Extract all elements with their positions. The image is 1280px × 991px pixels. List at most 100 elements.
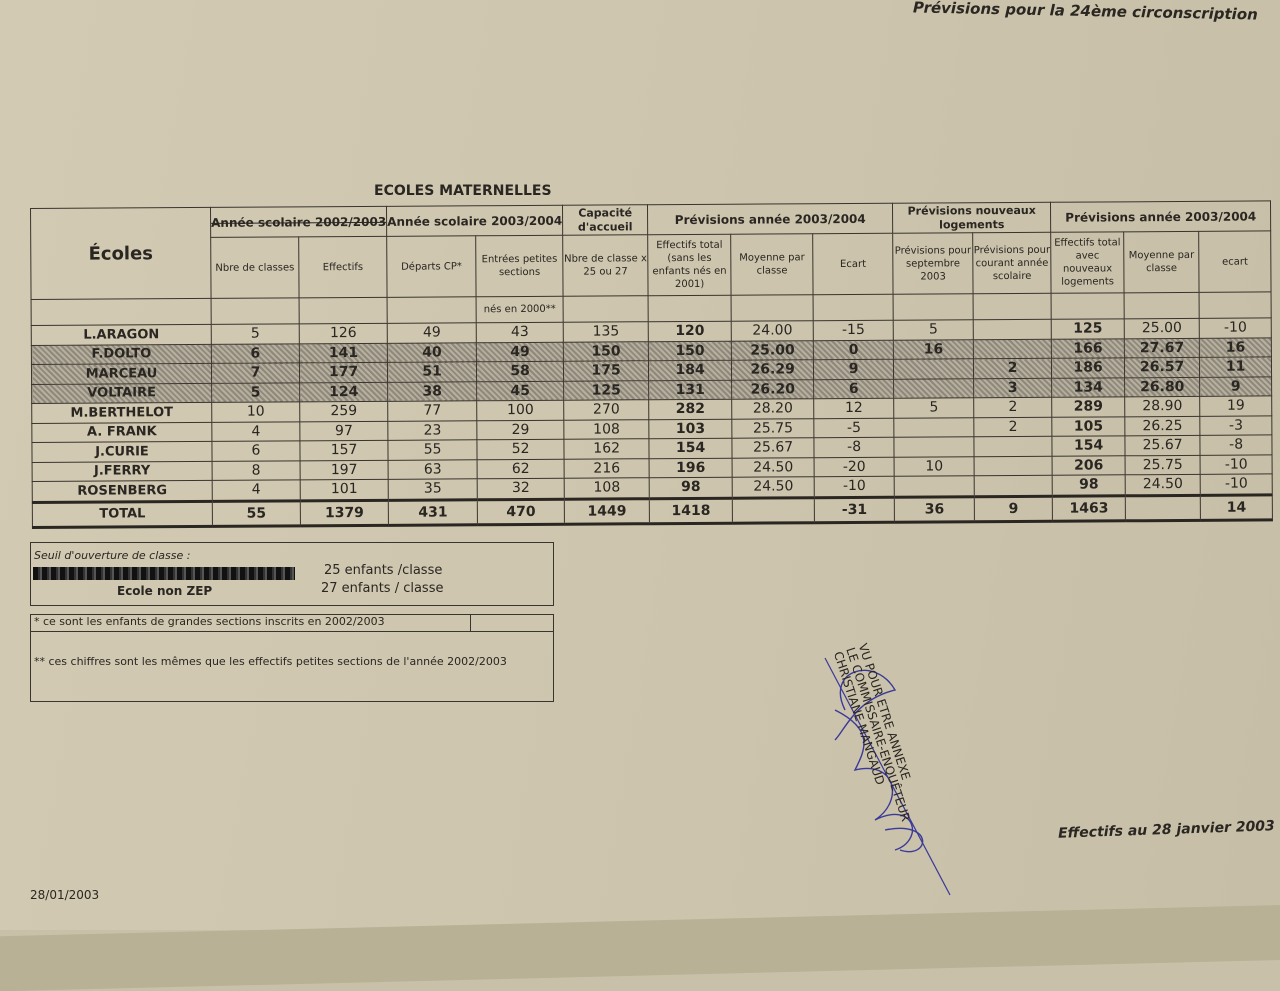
table-cell: 120 (648, 321, 732, 342)
table-cell: 282 (648, 399, 732, 420)
table-cell: 58 (476, 361, 564, 382)
table-cell: 24.50 (1125, 474, 1201, 496)
redacted-zep-label (33, 567, 295, 580)
table-cell: 5 (211, 323, 300, 344)
table-cell: 270 (563, 399, 649, 420)
signature (824, 657, 951, 896)
subheader-cell: ecart (1198, 230, 1272, 293)
table-cell: -8 (1200, 434, 1273, 455)
table-cell: 2 (973, 397, 1052, 418)
table-cell: 38 (387, 381, 477, 402)
table-cell: 6 (211, 440, 301, 461)
table-cell: 55 (212, 500, 301, 526)
table-cell: 7 (211, 362, 300, 383)
school-name: MARCEAU (31, 363, 212, 384)
subheader-cell: Départs CP* (386, 235, 477, 298)
empty-cell (731, 294, 814, 322)
table-cell: 35 (388, 478, 478, 500)
table-cell: 51 (387, 361, 477, 382)
table-cell (973, 319, 1052, 340)
table-cell: 26.80 (1124, 376, 1200, 397)
table-cell: 157 (299, 440, 389, 461)
empty-cell (893, 293, 974, 321)
table-cell: 108 (564, 477, 650, 499)
table-cell: 1379 (300, 499, 389, 526)
note-2: ** ces chiffres sont les mêmes que les e… (34, 655, 507, 668)
table-cell (974, 475, 1053, 497)
school-name: J.CURIE (31, 441, 213, 462)
empty-cell (813, 294, 894, 321)
table-cell: 125 (563, 380, 649, 401)
table-cell: 9 (1199, 376, 1272, 397)
table-cell: 28.90 (1124, 396, 1200, 417)
table-cell: 28.20 (731, 398, 814, 419)
table-cell: 10 (211, 401, 300, 422)
table-cell: 23 (387, 420, 478, 441)
table-cell: 5 (211, 382, 300, 403)
empty-cell (648, 295, 732, 322)
table-cell: 1449 (564, 498, 650, 524)
table-cell: 25.67 (1125, 435, 1201, 456)
table-cell: -5 (813, 417, 895, 438)
table-cell: 9 (974, 495, 1053, 522)
table-cell: -10 (1200, 454, 1273, 475)
empty-cell (563, 295, 649, 323)
table-cell: 25.75 (731, 418, 815, 439)
subheader-cell: Moyenne par classe (730, 233, 814, 296)
table-cell: 36 (894, 496, 975, 522)
subheader-cell: Effectifs (298, 236, 388, 298)
table-cell: 6 (211, 343, 300, 364)
table-cell: 184 (648, 360, 732, 381)
table-cell: 2 (973, 358, 1052, 379)
document-page (0, 0, 1280, 930)
table-cell: 10 (894, 456, 975, 477)
empty-cell (299, 297, 388, 324)
table-cell: 5 (893, 397, 974, 418)
table-cell: 134 (1051, 377, 1125, 398)
table-cell: 206 (1052, 455, 1126, 476)
empty-cell (1124, 292, 1200, 319)
table-cell: 27.67 (1124, 337, 1200, 358)
zep-value: 25 enfants /classe (324, 563, 443, 578)
notes-box: * ce sont les enfants de grandes section… (30, 614, 554, 702)
table-cell (893, 358, 974, 379)
table-cell (974, 436, 1053, 457)
table-cell: 32 (477, 478, 565, 500)
table-cell: 431 (388, 499, 478, 525)
table-cell: 1463 (1052, 495, 1126, 521)
nes-label: nés en 2000** (476, 296, 564, 323)
table-cell: 154 (1052, 435, 1126, 456)
school-name: M.BERTHELOT (31, 402, 212, 423)
subheader-cell: Effectifs total (sans les enfants nés en… (647, 234, 732, 296)
table-cell: 26.29 (731, 359, 814, 380)
non-zep-value: 27 enfants / classe (321, 581, 444, 596)
empty-cell (31, 298, 212, 326)
table-cell (894, 475, 975, 497)
table-cell: 2 (973, 416, 1053, 437)
seuil-box: Seuil d'ouverture de classe : 25 enfants… (30, 542, 554, 606)
table-cell: 40 (387, 342, 477, 363)
table-cell: 4 (211, 421, 300, 442)
table-cell: 100 (476, 400, 564, 421)
table-cell: 16 (1199, 337, 1272, 358)
table-cell: 55 (388, 439, 478, 460)
table-cell: 26.20 (731, 379, 814, 400)
table-cell: 9 (813, 359, 894, 380)
non-zep-label: Ecole non ZEP (117, 584, 213, 598)
school-name: A. FRANK (31, 421, 212, 443)
group-capacite: Capacité d'accueil (562, 204, 648, 236)
subheader-cell: Nbre de classe x 25 ou 27 (562, 234, 649, 297)
school-name: ROSENBERG (32, 480, 213, 502)
table-cell: 5 (893, 319, 974, 340)
table-cell: -15 (813, 320, 894, 341)
table-cell: 43 (476, 322, 564, 343)
table-cell: 4 (212, 479, 301, 501)
table-cell: 24.50 (732, 476, 815, 498)
subheader-cell: Prévisions pour septembre 2003 (892, 232, 974, 295)
table-cell: 150 (648, 340, 732, 361)
group-previsions: Prévisions année 2003/2004 (647, 203, 893, 235)
section-title: ECOLES MATERNELLES (374, 183, 552, 199)
table-cell: 52 (477, 439, 565, 460)
table-cell: -10 (1200, 473, 1273, 495)
table-cell: 24.00 (731, 320, 814, 341)
